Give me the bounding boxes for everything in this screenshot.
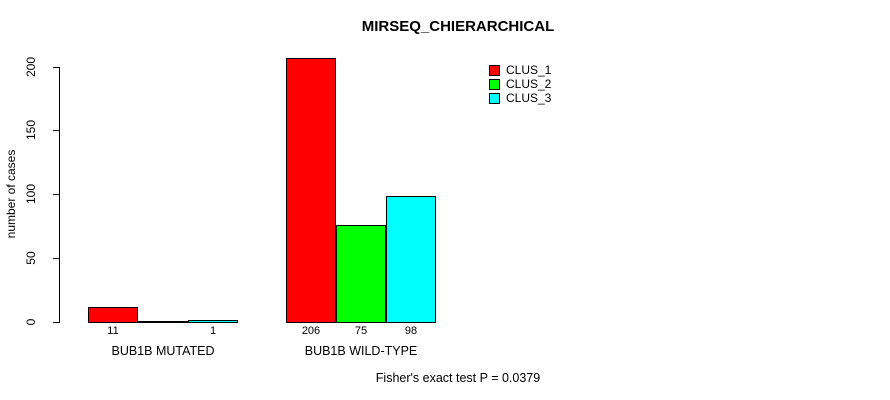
legend-label: CLUS_1 (506, 63, 552, 77)
legend-swatch-clus_2 (489, 78, 500, 90)
y-tick (53, 194, 59, 196)
category-label: BUB1B MUTATED (111, 344, 215, 358)
y-tick (53, 322, 59, 323)
bar-clus_2-group1 (138, 321, 188, 323)
y-tick (53, 66, 59, 68)
category-label: BUB1B WILD-TYPE (304, 344, 418, 358)
bar-value-label: 11 (107, 325, 119, 337)
legend-swatch-clus_1 (489, 64, 500, 76)
bar-value-label: 75 (354, 325, 368, 337)
bar-clus_2-group2 (336, 225, 386, 323)
bar-value-label: 206 (301, 325, 321, 337)
bar-clus_3-group2 (386, 195, 436, 323)
legend-row-clus_2: CLUS_2 (489, 77, 551, 91)
y-tick-label: 150 (24, 120, 38, 141)
annotation-fishers-test: Fisher's exact test P = 0.0379 (375, 371, 541, 385)
bar-clus_3-group1 (188, 319, 238, 323)
chart-title: MIRSEQ_CHIERARCHICAL (361, 18, 555, 35)
legend: CLUS_1 CLUS_2 CLUS_3 (489, 63, 551, 105)
y-tick (53, 258, 59, 260)
legend-row-clus_3: CLUS_3 (489, 91, 551, 105)
y-axis-line (59, 66, 60, 323)
y-tick-label: 50 (24, 251, 38, 265)
y-tick (53, 130, 59, 132)
y-tick-label: 200 (24, 56, 38, 77)
legend-label: CLUS_3 (506, 91, 552, 105)
bar-value-label: 98 (404, 325, 418, 337)
bar-value-label: 1 (209, 325, 217, 337)
legend-label: CLUS_2 (506, 77, 552, 91)
legend-swatch-clus_3 (489, 92, 500, 104)
y-tick-label: 100 (24, 184, 38, 205)
y-tick-label: 0 (24, 318, 38, 326)
bar-clus_1-group2 (286, 57, 336, 323)
bar-clus_1-group1 (88, 306, 138, 323)
legend-row-clus_1: CLUS_1 (489, 63, 551, 77)
